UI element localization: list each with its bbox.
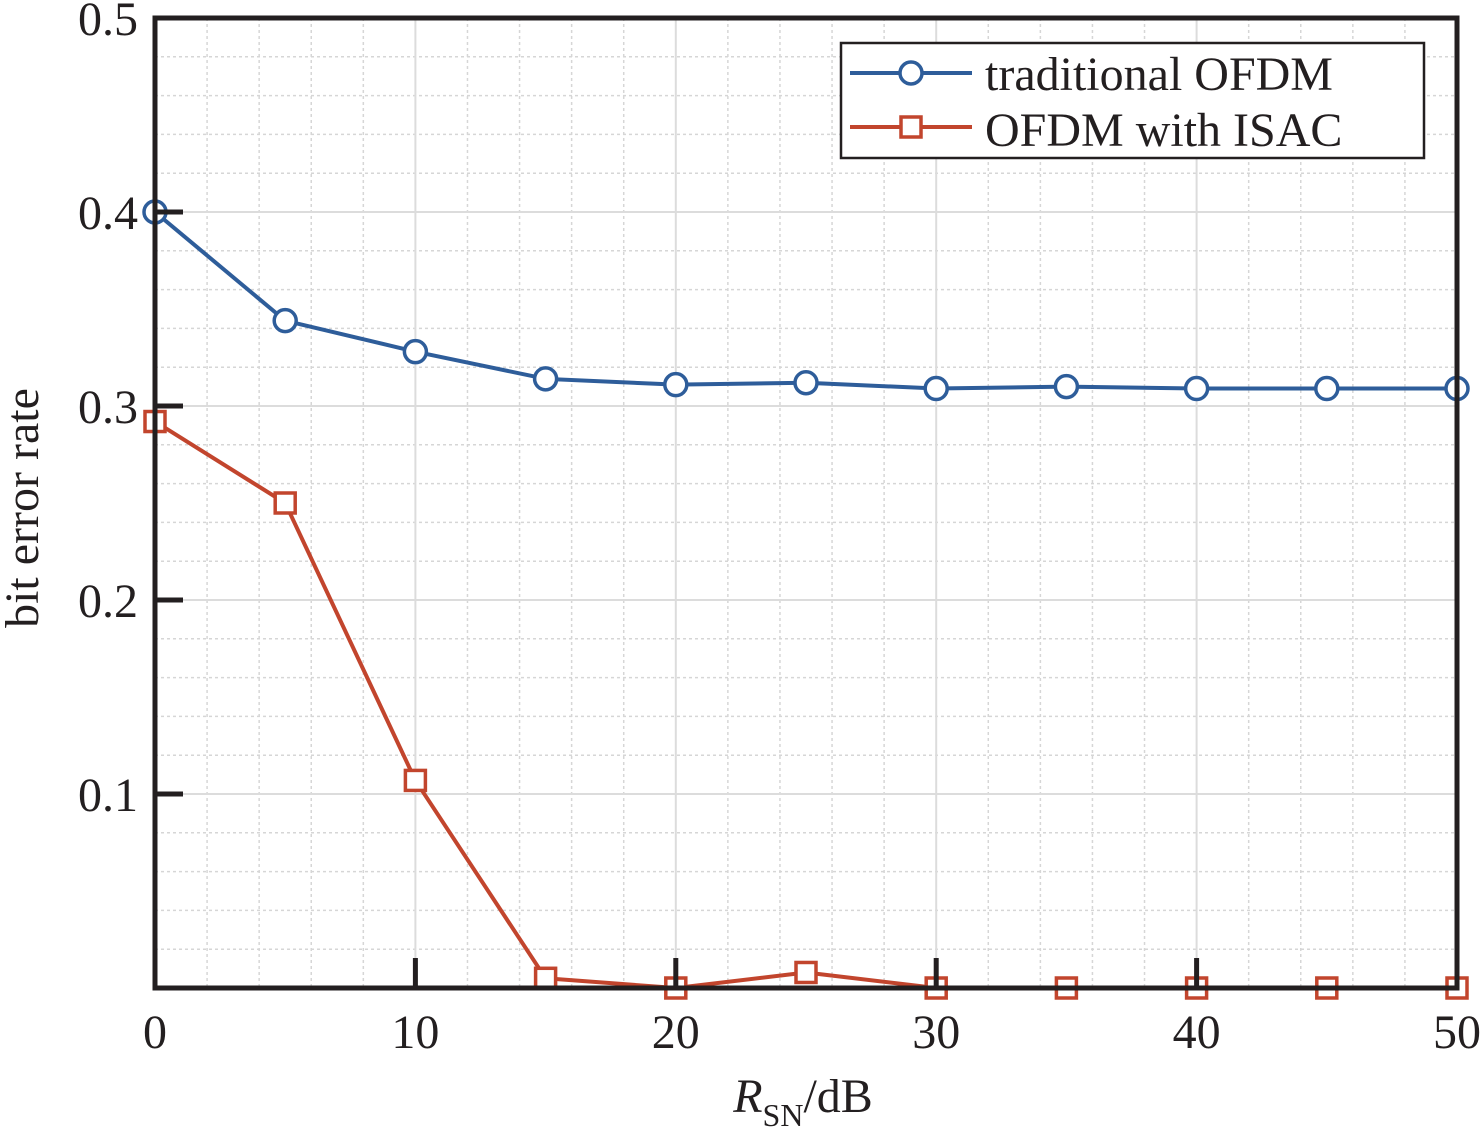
x-axis-label-sub: SN (763, 1097, 804, 1132)
y-tick-labels: 0.1 0.2 0.3 0.4 0.5 (78, 0, 138, 822)
x-tick-label: 50 (1433, 1006, 1481, 1059)
y-tick-label: 0.3 (78, 381, 138, 434)
x-tick-label: 10 (391, 1006, 439, 1059)
y-tick-label: 0.5 (78, 0, 138, 46)
data-point-circle (272, 307, 298, 334)
data-point-square (273, 491, 297, 515)
ticks (152, 15, 1460, 988)
data-point-circle (1314, 375, 1340, 402)
data-point-circle (1183, 375, 1210, 402)
y-axis-label: bit error rate (0, 388, 49, 628)
x-tick-label: 30 (912, 1006, 960, 1059)
legend-marker-circle (898, 60, 924, 86)
data-point-square (533, 966, 558, 991)
data-point-circle (1053, 373, 1080, 400)
data-point-circle (663, 371, 689, 398)
y-tick-label: 0.4 (78, 187, 138, 240)
x-tick-label: 0 (143, 1006, 167, 1059)
x-axis-label-unit: /dB (803, 1070, 872, 1123)
x-axis-label: RSN/dB (732, 1070, 873, 1132)
data-point-square (403, 768, 428, 793)
legend-label-traditional-ofdm: traditional OFDM (985, 48, 1333, 101)
x-tick-label: 20 (652, 1006, 700, 1059)
grid (155, 18, 1457, 988)
series-traditional-ofdm (142, 199, 1470, 402)
x-tick-label: 40 (1173, 1006, 1221, 1059)
legend-box (839, 41, 1426, 160)
y-tick-label: 0.2 (78, 575, 138, 628)
series-line (153, 210, 1457, 391)
legend-marker-square (899, 115, 923, 139)
series-line (153, 419, 1457, 990)
data-point-square (794, 960, 818, 985)
x-tick-labels: 0 10 20 30 40 50 (143, 1006, 1481, 1059)
x-axis-label-main: R (732, 1070, 762, 1123)
data-point-circle (532, 366, 559, 392)
legend: traditional OFDM OFDM with ISAC (839, 41, 1426, 160)
data-point-circle (923, 375, 949, 402)
data-point-circle (793, 369, 819, 396)
legend-label-ofdm-with-isac: OFDM with ISAC (985, 104, 1342, 157)
data-point-circle (402, 338, 429, 365)
plot-frame (152, 15, 1460, 991)
y-tick-label: 0.1 (78, 769, 138, 822)
